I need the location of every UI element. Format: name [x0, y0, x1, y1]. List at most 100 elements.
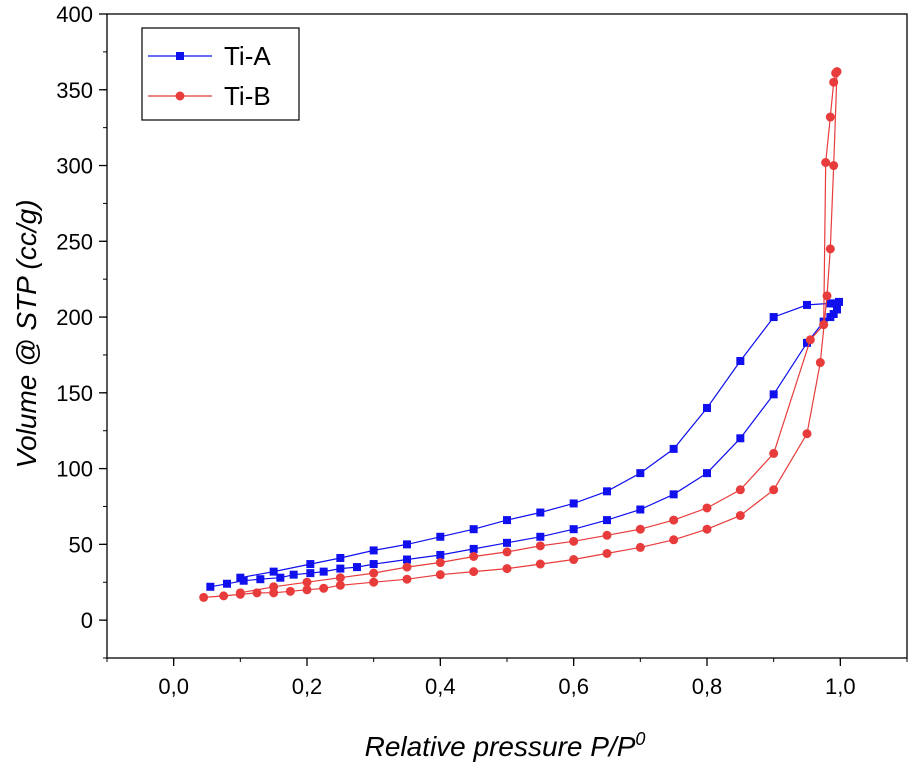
data-point-ti-b — [602, 548, 612, 558]
data-point-ti-b — [535, 559, 545, 569]
data-point-ti-a — [826, 299, 835, 308]
data-point-ti-b — [369, 577, 379, 587]
y-tick-label: 250 — [56, 229, 93, 254]
data-point-ti-b — [769, 485, 779, 495]
y-tick-label: 400 — [56, 2, 93, 27]
data-point-ti-a — [503, 538, 511, 547]
legend: Ti-A Ti-B — [141, 27, 300, 121]
data-point-ti-a — [369, 546, 378, 555]
data-point-ti-b — [502, 547, 512, 557]
data-point-ti-b — [829, 161, 839, 171]
data-point-ti-b — [735, 485, 745, 495]
data-point-ti-b — [815, 358, 825, 368]
data-point-ti-b — [319, 583, 329, 593]
data-point-ti-b — [819, 320, 829, 330]
data-point-ti-b — [735, 511, 745, 521]
data-point-ti-b — [335, 573, 345, 583]
data-point-ti-a — [669, 490, 678, 499]
x-tick-label: 0,0 — [158, 674, 189, 699]
data-point-ti-a — [436, 532, 445, 541]
data-point-ti-b — [285, 586, 295, 596]
x-tick-label: 0,8 — [692, 674, 723, 699]
data-point-ti-a — [403, 540, 411, 549]
data-point-ti-a — [603, 516, 611, 525]
data-point-ti-a — [833, 305, 841, 314]
data-point-ti-a — [669, 444, 678, 453]
data-point-ti-a — [536, 532, 545, 541]
data-point-ti-a — [353, 563, 361, 572]
x-tick-label: 0,4 — [425, 674, 456, 699]
y-tick-label: 350 — [56, 78, 93, 103]
data-point-ti-a — [603, 487, 611, 496]
data-point-ti-a — [569, 499, 578, 508]
data-point-ti-a — [636, 469, 645, 478]
data-point-ti-b — [235, 588, 245, 598]
x-axis-title: Relative pressure P/P0 — [365, 729, 646, 762]
data-point-ti-b — [602, 530, 612, 540]
data-point-ti-b — [435, 570, 445, 580]
x-axis-title-superscript: 0 — [635, 729, 645, 749]
legend-label-ti-b: Ti-B — [224, 81, 271, 111]
data-point-ti-a — [336, 553, 345, 562]
data-point-ti-b — [269, 582, 279, 592]
y-tick-label: 150 — [56, 381, 93, 406]
data-point-ti-b — [435, 558, 445, 568]
data-point-ti-b — [469, 551, 479, 561]
data-point-ti-a — [803, 338, 811, 347]
data-point-ti-a — [636, 505, 645, 514]
data-point-ti-b — [825, 244, 835, 254]
data-point-ti-b — [702, 524, 712, 534]
data-point-ti-b — [669, 515, 679, 525]
legend-label-ti-a: Ti-A — [224, 41, 271, 71]
data-point-ti-b — [821, 157, 831, 167]
data-point-ti-a — [736, 434, 745, 443]
data-point-ti-b — [469, 567, 479, 577]
data-point-ti-a — [436, 550, 445, 559]
data-point-ti-b — [769, 448, 779, 458]
y-tick-label: 50 — [69, 532, 93, 557]
data-point-ti-a — [703, 403, 711, 412]
data-point-ti-a — [306, 560, 315, 569]
series-line-ti-b-adsorption — [203, 71, 838, 598]
data-point-ti-b — [669, 535, 679, 545]
data-point-ti-a — [306, 569, 315, 578]
data-point-ti-a — [369, 560, 378, 569]
data-point-ti-b — [569, 555, 579, 565]
data-point-ti-a — [319, 567, 328, 576]
data-point-ti-b — [635, 524, 645, 534]
data-point-ti-a — [736, 357, 745, 366]
data-point-ti-b — [822, 291, 832, 301]
data-point-ti-a — [236, 573, 245, 582]
series-line-ti-a-desorption — [240, 301, 840, 579]
data-point-ti-a — [336, 564, 345, 573]
legend-marker-ti-a — [176, 52, 184, 60]
x-tick-label: 1,0 — [825, 674, 856, 699]
data-point-ti-b — [702, 503, 712, 513]
data-point-ti-b — [805, 335, 815, 345]
data-point-ti-a — [276, 573, 285, 582]
series-layer — [199, 67, 843, 602]
data-point-ti-a — [206, 582, 215, 591]
data-point-ti-b — [831, 68, 841, 78]
y-axis-title: Volume @ STP (cc/g) — [11, 199, 42, 468]
y-tick-label: 100 — [56, 457, 93, 482]
data-point-ti-b — [825, 112, 835, 122]
data-point-ti-a — [769, 390, 778, 399]
data-point-ti-b — [335, 580, 345, 590]
legend-marker-ti-b — [175, 91, 185, 101]
x-tick-label: 0,2 — [292, 674, 323, 699]
y-tick-label: 200 — [56, 305, 93, 330]
data-point-ti-a — [803, 300, 811, 309]
data-point-ti-b — [635, 542, 645, 552]
data-point-ti-b — [302, 577, 312, 587]
data-point-ti-b — [402, 562, 412, 572]
data-point-ti-b — [802, 429, 812, 439]
legend-box — [141, 27, 300, 121]
data-point-ti-b — [219, 591, 229, 601]
axis-layer: 0,0 0,2 0,4 0,6 0,8 1,0 0 50 100 150 200 250 300 350 4… — [56, 2, 908, 699]
data-point-ti-b — [535, 541, 545, 551]
data-point-ti-a — [569, 525, 578, 534]
series-line-ti-a-adsorption — [210, 309, 838, 588]
data-point-ti-a — [703, 469, 711, 478]
data-point-ti-a — [769, 313, 778, 322]
